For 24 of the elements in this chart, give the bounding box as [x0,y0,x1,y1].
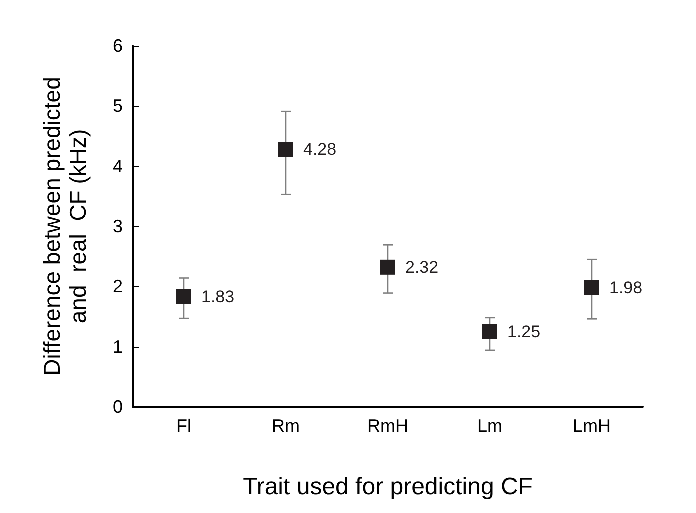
x-tick-label: RmH [368,416,408,436]
x-tick-label: LmH [572,416,612,436]
x-tick-label: Lm [477,416,503,436]
point [176,289,192,304]
point [380,260,396,275]
y-axis-title: Difference between predicted and real CF (kHz) [39,77,91,376]
data-label: 1.25 [508,322,541,342]
x-tick-label: Fl [176,416,192,436]
x-axis-title: Trait used for predicting CF [243,474,533,500]
point [482,324,498,340]
y-tick-label: 0 [112,397,123,417]
point [278,142,294,157]
x-tick-label: Rm [272,416,300,436]
y-tick-label: 6 [112,36,123,56]
data-label: 1.83 [202,287,235,306]
y-tick-label: 5 [112,96,123,116]
y-tick-label: 1 [112,336,123,357]
data-label: 4.28 [304,140,337,159]
data-label: 1.98 [610,278,643,298]
y-tick-label: 4 [112,156,123,176]
data-label: 2.32 [406,258,439,277]
y-tick-label: 3 [112,216,123,236]
point [584,280,600,296]
y-tick-label: 2 [112,276,123,297]
